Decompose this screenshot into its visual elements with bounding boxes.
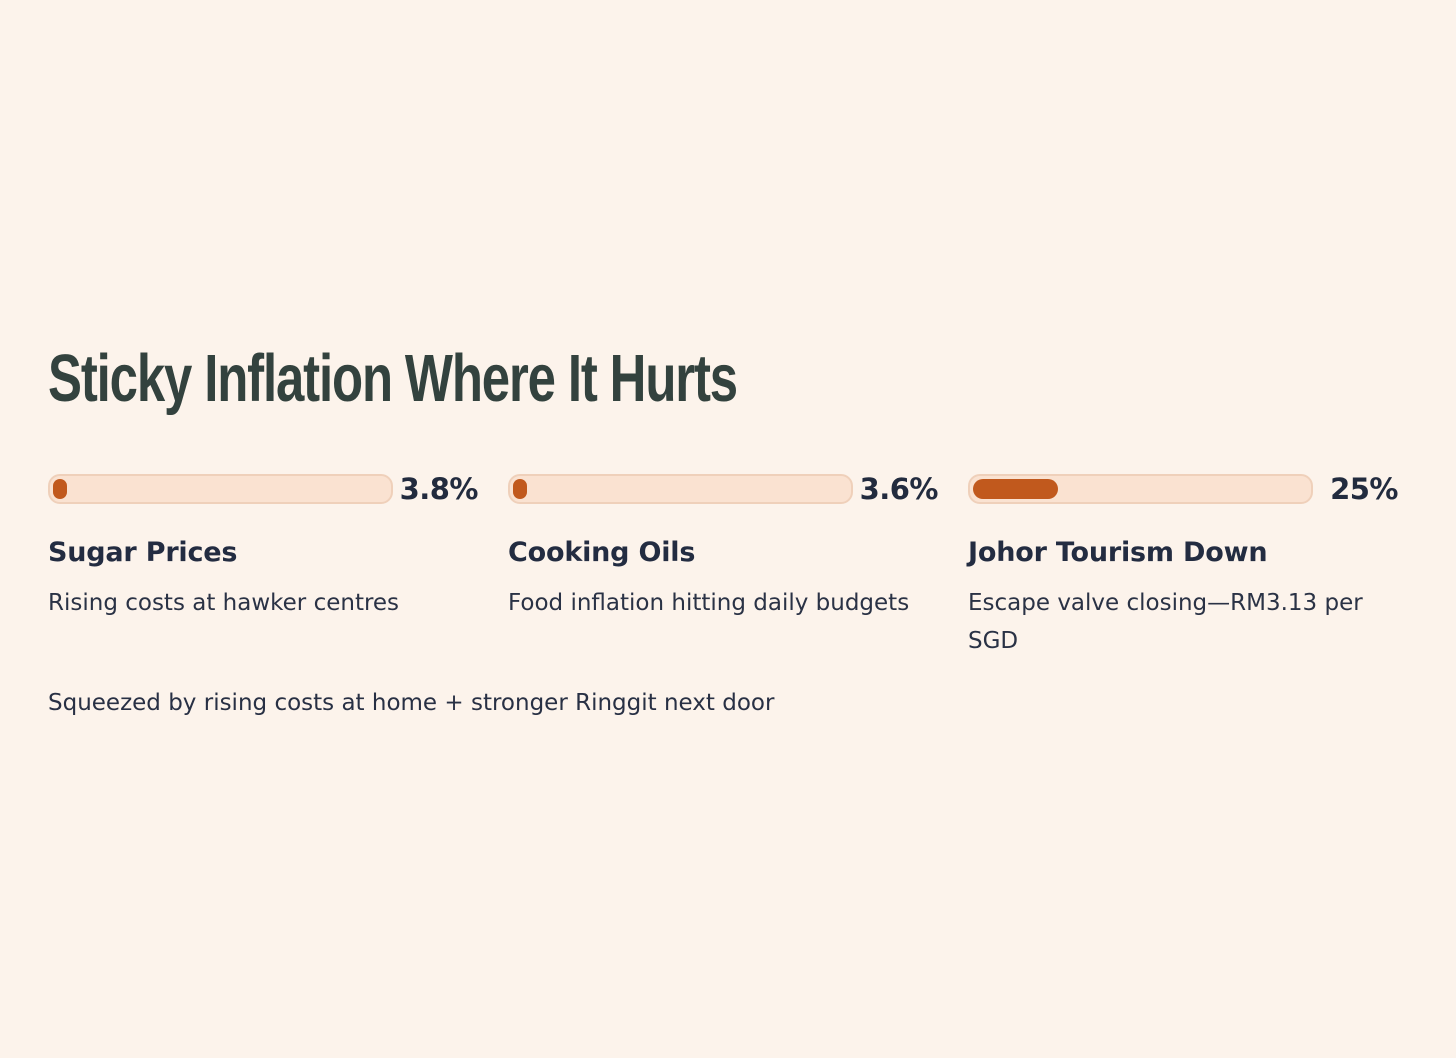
progress-bar-row: 25% bbox=[968, 472, 1399, 506]
page-title: Sticky Inflation Where It Hurts bbox=[48, 341, 738, 416]
stat-card-johor-tourism: 25% Johor Tourism Down Escape valve clos… bbox=[968, 472, 1399, 660]
stat-value-oils: 3.6% bbox=[859, 472, 939, 506]
stat-card-sugar-prices: 3.8% Sugar Prices Rising costs at hawker… bbox=[48, 472, 479, 660]
progress-bar-row: 3.6% bbox=[508, 472, 939, 506]
progress-track-sugar bbox=[48, 474, 393, 504]
stat-title-oils: Cooking Oils bbox=[508, 537, 696, 568]
stat-title-sugar: Sugar Prices bbox=[48, 537, 238, 568]
stat-card-cooking-oils: 3.6% Cooking Oils Food inflation hitting… bbox=[508, 472, 939, 660]
stats-grid: 3.8% Sugar Prices Rising costs at hawker… bbox=[48, 472, 1399, 660]
stat-subtitle-tourism: Escape valve closing—RM3.13 per SGD bbox=[968, 590, 1363, 654]
progress-bar-row: 3.8% bbox=[48, 472, 479, 506]
stat-value-sugar: 3.8% bbox=[399, 472, 479, 506]
stat-value-tourism: 25% bbox=[1330, 472, 1398, 506]
stat-title-tourism: Johor Tourism Down bbox=[968, 537, 1268, 568]
footer-note: Squeezed by rising costs at home + stron… bbox=[48, 690, 775, 716]
progress-track-tourism bbox=[968, 474, 1313, 504]
progress-fill-oils bbox=[513, 479, 527, 499]
stat-subtitle-oils: Food inflation hitting daily budgets bbox=[508, 590, 910, 616]
stat-subtitle-sugar: Rising costs at hawker centres bbox=[48, 590, 400, 616]
progress-fill-sugar bbox=[53, 479, 67, 499]
progress-fill-tourism bbox=[973, 479, 1059, 499]
progress-track-oils bbox=[508, 474, 853, 504]
